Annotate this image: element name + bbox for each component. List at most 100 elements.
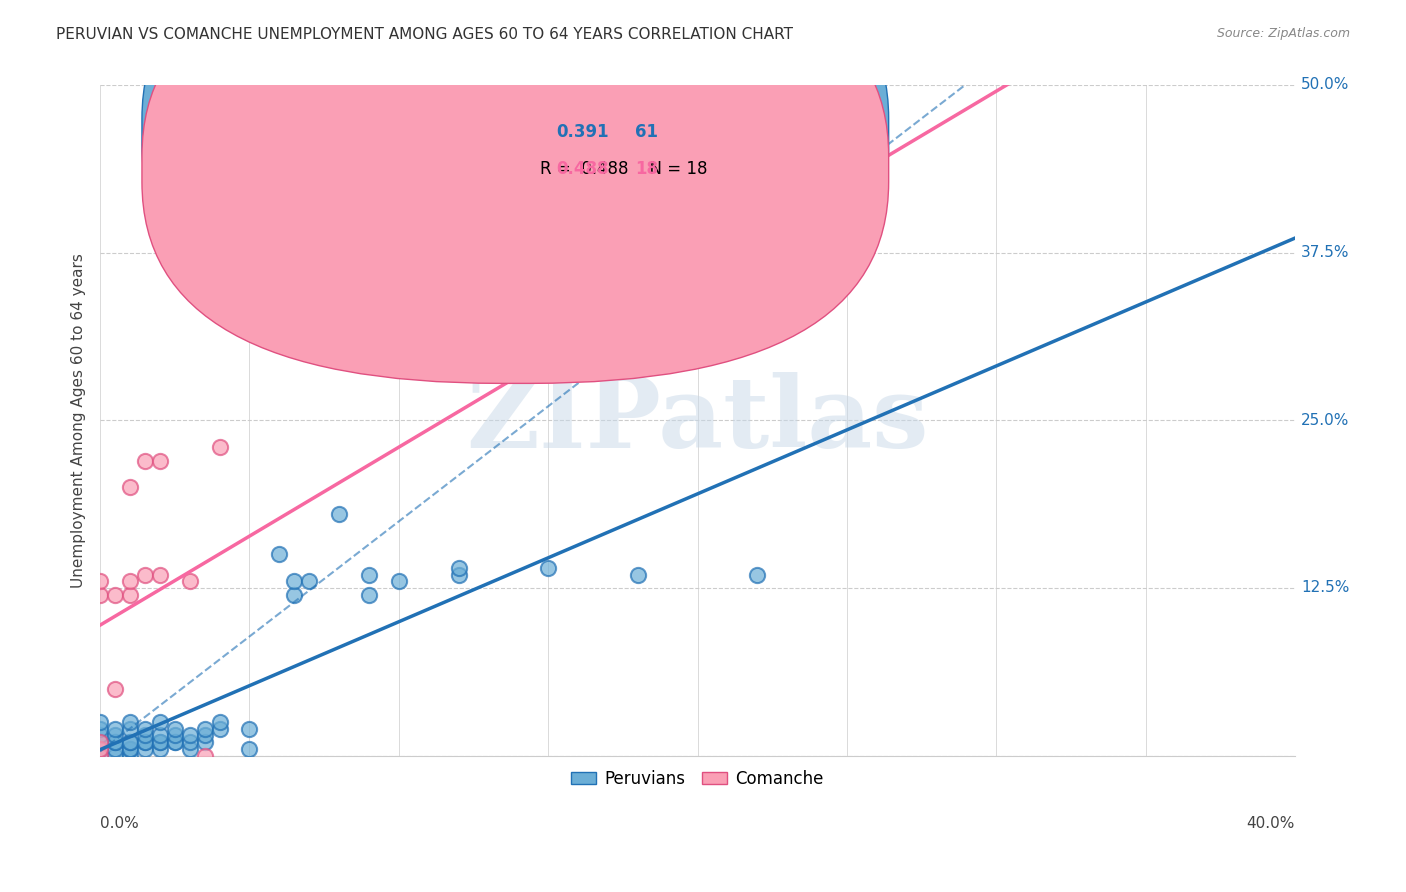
Point xyxy=(89,735,111,749)
Point xyxy=(89,714,111,729)
Point xyxy=(89,742,111,756)
Point xyxy=(194,748,217,763)
Point xyxy=(134,735,156,749)
Point xyxy=(149,729,172,743)
Point xyxy=(627,567,650,582)
Point xyxy=(537,561,560,575)
Legend: Peruvians, Comanche: Peruvians, Comanche xyxy=(564,763,831,794)
Point xyxy=(118,748,141,763)
Point xyxy=(163,735,186,749)
Point xyxy=(627,319,650,334)
Point xyxy=(89,588,111,602)
Point xyxy=(149,567,172,582)
Point xyxy=(134,453,156,467)
Point xyxy=(208,714,231,729)
Text: R =  0.391    N = 61: R = 0.391 N = 61 xyxy=(540,123,707,141)
Point xyxy=(149,735,172,749)
Point xyxy=(283,574,305,589)
Point xyxy=(89,748,111,763)
Text: Source: ZipAtlas.com: Source: ZipAtlas.com xyxy=(1216,27,1350,40)
Point xyxy=(238,742,260,756)
Point xyxy=(134,567,156,582)
Point xyxy=(89,742,111,756)
Point xyxy=(298,574,321,589)
Point xyxy=(208,440,231,454)
Point xyxy=(149,714,172,729)
Point xyxy=(163,722,186,736)
Point xyxy=(89,735,111,749)
Point xyxy=(118,714,141,729)
Point xyxy=(194,729,217,743)
Point xyxy=(104,735,127,749)
Point xyxy=(104,742,127,756)
Text: 61: 61 xyxy=(636,123,658,141)
Point xyxy=(447,567,470,582)
Point xyxy=(179,729,201,743)
Point xyxy=(104,729,127,743)
Text: 0.391: 0.391 xyxy=(557,123,609,141)
Point xyxy=(134,722,156,736)
Point xyxy=(194,722,217,736)
Point xyxy=(357,567,380,582)
Point xyxy=(179,574,201,589)
Point xyxy=(118,742,141,756)
Point xyxy=(118,574,141,589)
Point xyxy=(118,735,141,749)
Point xyxy=(118,742,141,756)
Point xyxy=(89,748,111,763)
Text: 12.5%: 12.5% xyxy=(1301,581,1350,596)
Point xyxy=(149,453,172,467)
Point xyxy=(89,742,111,756)
Point xyxy=(118,722,141,736)
Text: 0.488: 0.488 xyxy=(557,160,609,178)
Point xyxy=(89,748,111,763)
Y-axis label: Unemployment Among Ages 60 to 64 years: Unemployment Among Ages 60 to 64 years xyxy=(72,252,86,588)
Point xyxy=(134,735,156,749)
Point xyxy=(104,588,127,602)
Point xyxy=(89,735,111,749)
Point xyxy=(269,548,291,562)
Point xyxy=(194,735,217,749)
Text: R =  0.488    N = 18: R = 0.488 N = 18 xyxy=(540,160,707,178)
Point xyxy=(118,735,141,749)
Point xyxy=(328,507,350,521)
Point xyxy=(89,748,111,763)
Point xyxy=(104,681,127,696)
Point xyxy=(118,588,141,602)
Point xyxy=(89,748,111,763)
Point xyxy=(118,480,141,494)
Point xyxy=(89,729,111,743)
Text: ZIPatlas: ZIPatlas xyxy=(467,372,929,469)
Point xyxy=(388,574,411,589)
Text: PERUVIAN VS COMANCHE UNEMPLOYMENT AMONG AGES 60 TO 64 YEARS CORRELATION CHART: PERUVIAN VS COMANCHE UNEMPLOYMENT AMONG … xyxy=(56,27,793,42)
Point xyxy=(238,722,260,736)
Text: 25.0%: 25.0% xyxy=(1301,413,1350,428)
Point xyxy=(134,742,156,756)
FancyBboxPatch shape xyxy=(142,0,889,384)
Point xyxy=(179,735,201,749)
Point xyxy=(89,722,111,736)
Point xyxy=(149,735,172,749)
Point xyxy=(447,561,470,575)
Text: 18: 18 xyxy=(636,160,658,178)
Point xyxy=(747,567,769,582)
Point xyxy=(283,588,305,602)
Point xyxy=(104,748,127,763)
Text: 40.0%: 40.0% xyxy=(1247,816,1295,831)
Point xyxy=(149,742,172,756)
Point xyxy=(357,588,380,602)
Point xyxy=(163,729,186,743)
Point xyxy=(134,729,156,743)
Point xyxy=(104,722,127,736)
Text: 50.0%: 50.0% xyxy=(1301,78,1350,93)
Point xyxy=(104,735,127,749)
Point xyxy=(89,742,111,756)
Text: 0.0%: 0.0% xyxy=(100,816,139,831)
FancyBboxPatch shape xyxy=(477,115,835,195)
Point xyxy=(208,722,231,736)
Point xyxy=(179,742,201,756)
Point xyxy=(89,574,111,589)
Point xyxy=(163,735,186,749)
FancyBboxPatch shape xyxy=(142,0,889,346)
Text: 37.5%: 37.5% xyxy=(1301,245,1350,260)
